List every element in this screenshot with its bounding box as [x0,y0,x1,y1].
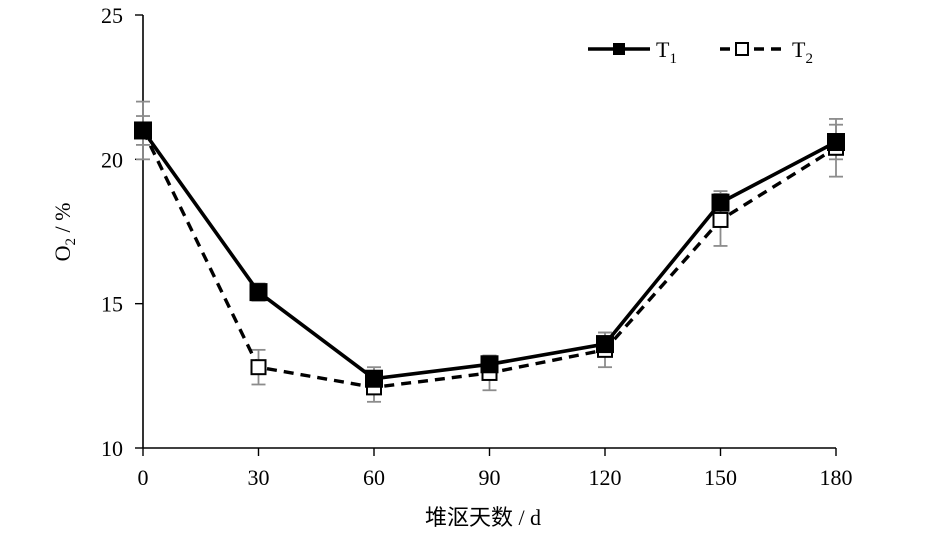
legend-t1-marker [613,43,625,55]
legend-t2-label-subscript: 2 [805,51,813,67]
legend-t2-marker [735,42,749,56]
legend-t2-label: T2 [792,37,813,67]
x-axis-title: 堆沤天数 / d [425,505,541,530]
marker-t1 [711,193,730,212]
series-markers [134,121,845,396]
y-axis-title-main: O [50,246,75,262]
marker-t2 [250,359,267,376]
y-tick-label: 15 [101,292,123,317]
series-line-t2 [141,129,837,390]
marker-t1 [365,369,383,388]
y-axis-title-subscript: 2 [63,238,79,246]
marker-t1 [480,355,499,374]
y-ticks: 10 15 20 25 [101,3,143,461]
legend-t2-label-main: T [792,37,806,62]
y-tick-label: 20 [101,147,123,172]
y-tick-label: 10 [101,436,123,461]
legend-t1-label: T1 [656,37,677,67]
marker-t1 [596,335,614,354]
series-lines [141,129,837,390]
marker-t1 [249,283,268,302]
legend-t1-label-subscript: 1 [669,51,677,67]
x-ticks: 0 30 60 90 120 150 180 [138,448,853,490]
x-tick-label: 0 [138,465,149,490]
series-line-t1 [141,129,837,381]
x-tick-label: 60 [363,465,385,490]
x-tick-label: 120 [589,465,622,490]
x-tick-label: 30 [248,465,270,490]
legend: T1 T2 [588,37,813,67]
marker-t1 [827,133,845,152]
y-axis-title-unit: / % [50,203,75,238]
marker-t1 [134,121,152,140]
x-tick-label: 90 [479,465,501,490]
legend-t1-label-main: T [656,37,670,62]
marker-t2 [712,211,729,228]
y-axis-title: O2 / % [50,203,79,262]
y-tick-label: 25 [101,3,123,28]
x-tick-label: 150 [704,465,737,490]
x-tick-label: 180 [820,465,853,490]
